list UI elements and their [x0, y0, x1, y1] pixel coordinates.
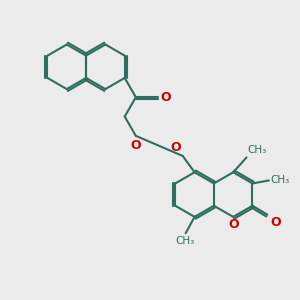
- Text: O: O: [228, 218, 238, 231]
- Text: O: O: [160, 91, 171, 104]
- Text: CH₃: CH₃: [247, 145, 266, 155]
- Text: O: O: [171, 142, 181, 154]
- Text: O: O: [130, 140, 141, 152]
- Text: O: O: [270, 216, 281, 229]
- Text: CH₃: CH₃: [270, 176, 290, 185]
- Text: CH₃: CH₃: [176, 236, 195, 246]
